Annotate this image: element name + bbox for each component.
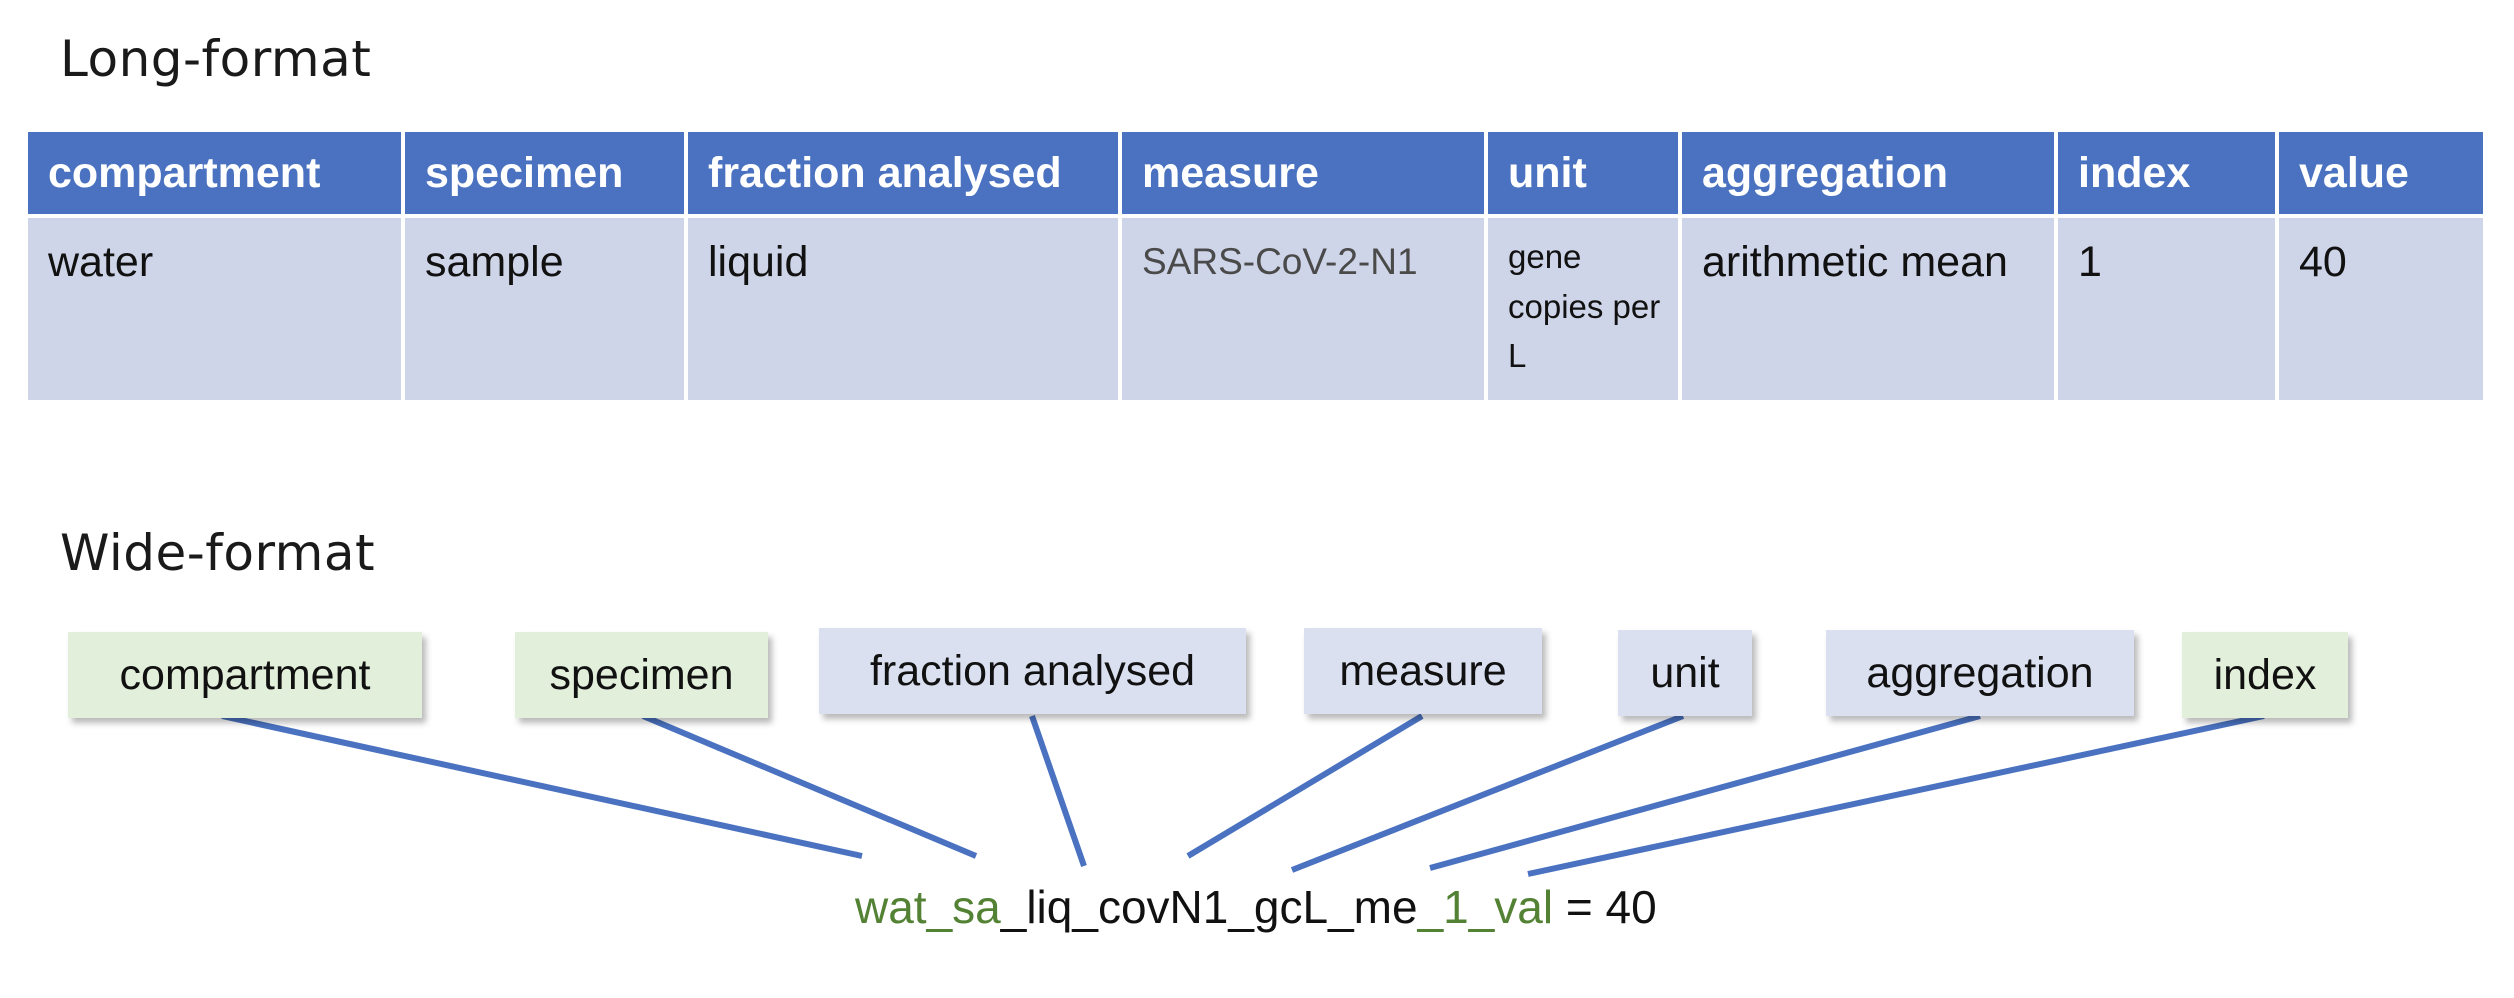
header-compartment: compartment [24,128,405,218]
connector-index [1527,713,2265,877]
label-unit: unit [1618,630,1752,716]
connector-aggregation [1429,713,1981,871]
cell-compartment: water [24,214,405,404]
cell-fraction-analysed: liquid [684,214,1122,404]
cell-value: 40 [2275,214,2487,404]
cell-aggregation: arithmetic mean [1678,214,2058,404]
label-measure: measure [1304,628,1542,714]
connector-measure [1186,713,1424,859]
header-value: value [2275,128,2487,218]
header-index: index [2054,128,2279,218]
variable-name-formula: wat_sa_liq_covN1_gcL_me_1_val = 40 [855,880,1657,934]
header-fraction-analysed: fraction analysed [684,128,1122,218]
connector-fraction-analysed [1029,715,1087,867]
connector-compartment [221,713,863,859]
label-fraction-analysed: fraction analysed [819,628,1246,714]
long-format-title: Long-format [60,30,372,88]
header-aggregation: aggregation [1678,128,2058,218]
cell-measure: SARS-CoV-2-N1 [1118,214,1488,404]
header-measure: measure [1118,128,1488,218]
formula-part-black: _liq_covN1_gcL_me [1000,881,1418,933]
label-aggregation: aggregation [1826,630,2134,716]
cell-specimen: sample [401,214,688,404]
label-compartment: compartment [68,632,422,718]
table-row: water sample liquid SARS-CoV-2-N1 gene c… [24,214,2487,404]
header-unit: unit [1484,128,1682,218]
wide-format-title: Wide-format [60,524,376,582]
connector-unit [1290,713,1685,873]
formula-part-value: = 40 [1553,881,1657,933]
cell-unit: gene copies per L [1484,214,1682,404]
label-specimen: specimen [515,632,768,718]
label-index: index [2182,632,2348,718]
connector-specimen [641,713,978,859]
formula-part-green: _1_val [1417,881,1554,933]
formula-part-green: wat_sa [855,881,1001,933]
cell-index: 1 [2054,214,2279,404]
table-header-row: compartment specimen fraction analysed m… [24,128,2487,218]
long-format-table: compartment specimen fraction analysed m… [24,128,2487,404]
header-specimen: specimen [401,128,688,218]
